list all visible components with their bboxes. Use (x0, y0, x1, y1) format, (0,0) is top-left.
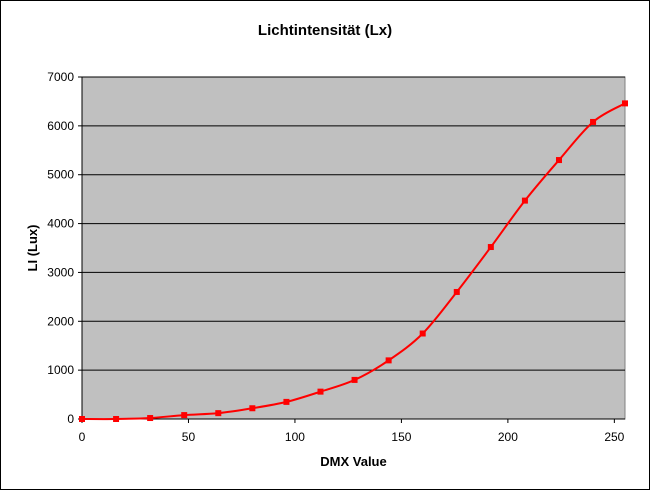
x-tick-label: 0 (79, 430, 86, 444)
y-tick-label: 1000 (47, 363, 74, 377)
data-point (555, 157, 562, 164)
data-point (215, 410, 222, 417)
x-axis-title: DMX Value (320, 454, 386, 469)
y-tick-label: 4000 (47, 217, 74, 231)
y-tick-label: 2000 (47, 314, 74, 328)
data-point (351, 376, 358, 383)
x-tick-label: 200 (498, 430, 518, 444)
data-point (453, 288, 460, 295)
y-axis-title: LI (Lux) (25, 225, 40, 272)
data-point (147, 415, 154, 422)
x-tick-label: 50 (182, 430, 196, 444)
y-tick-label: 0 (67, 412, 74, 426)
data-point (419, 330, 426, 337)
data-point (249, 405, 256, 412)
data-point (283, 398, 290, 405)
data-point (622, 100, 628, 107)
data-point (79, 416, 85, 422)
y-tick-label: 7000 (47, 70, 74, 84)
data-point (521, 197, 528, 204)
data-point (385, 357, 392, 364)
chart-title: Lichtintensität (Lx) (257, 22, 393, 39)
tick-labels: 0 1000 2000 3000 4000 5000 6000 7000 0 50 100 150 20… (47, 70, 624, 444)
x-tick-label: 250 (604, 430, 624, 444)
plot-area (81, 76, 626, 420)
data-point (113, 416, 120, 422)
data-point (317, 388, 324, 395)
data-point (181, 412, 188, 419)
y-tick-label: 6000 (47, 119, 74, 133)
data-point (590, 118, 597, 125)
x-tick-label: 150 (391, 430, 411, 444)
y-tick-label: 5000 (47, 168, 74, 182)
x-tick-label: 100 (285, 430, 305, 444)
data-point (487, 244, 494, 251)
gridlines (82, 76, 625, 371)
y-tick-label: 3000 (47, 265, 74, 279)
series (79, 100, 628, 422)
